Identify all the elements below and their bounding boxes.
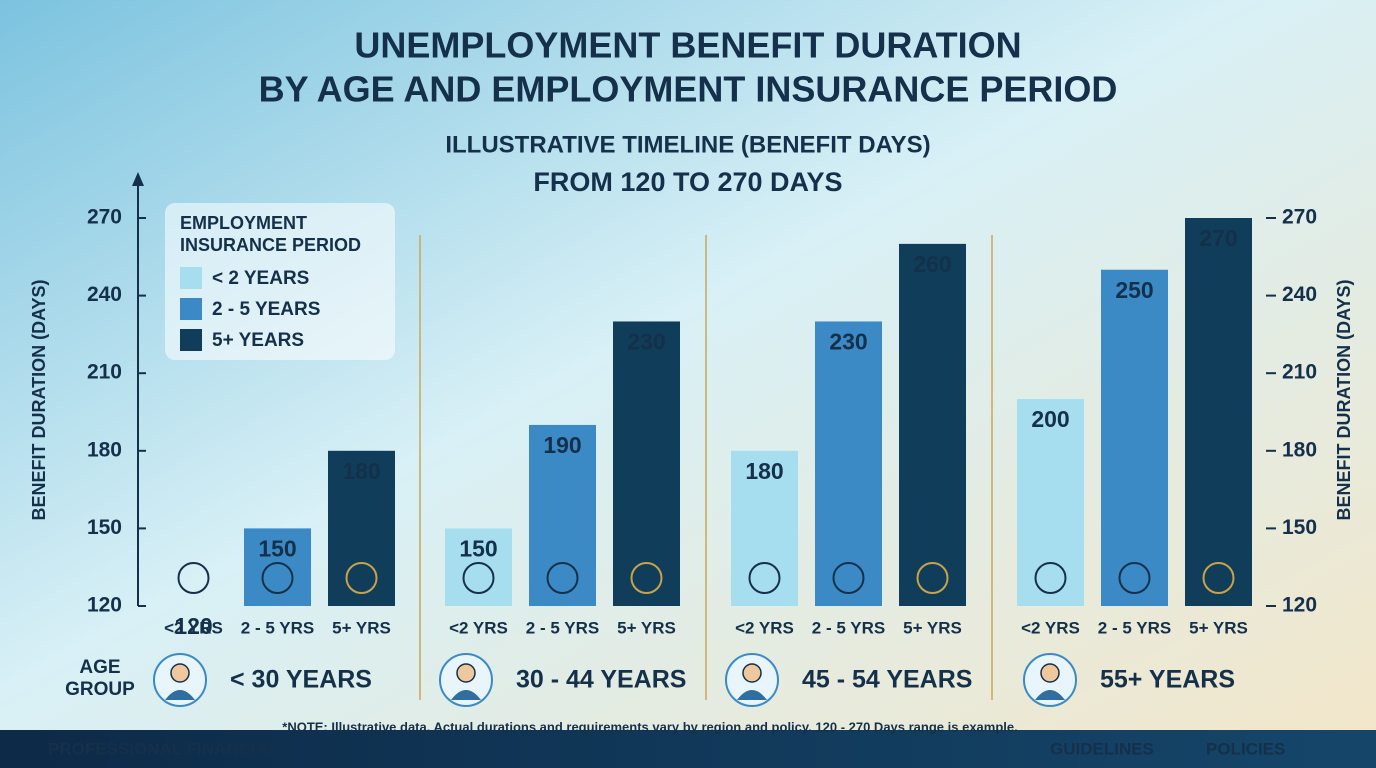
bar-icon	[546, 562, 579, 594]
avatar-body	[737, 690, 767, 700]
bar	[899, 243, 966, 606]
legend-box	[165, 203, 395, 360]
bar-label: <2 YRS	[735, 618, 794, 637]
x-axis-title: GROUP	[65, 679, 135, 700]
bar-label: 5+ YRS	[617, 618, 676, 637]
avatar-head	[456, 663, 476, 683]
data-label: 260	[913, 251, 951, 277]
y2-tick-label: 120	[1282, 594, 1317, 617]
bar-icon	[261, 562, 294, 594]
bar-icon	[1202, 562, 1235, 594]
bar	[328, 450, 395, 606]
bar-label: 5+ YRS	[1189, 618, 1248, 637]
legend-title: EMPLOYMENT	[180, 213, 307, 233]
chart-title: UNEMPLOYMENT BENEFIT DURATION	[354, 25, 1021, 66]
bar	[1185, 218, 1252, 606]
footer-link[interactable]: GUIDELINES	[1050, 739, 1154, 758]
y2-tick-label: 180	[1282, 438, 1317, 461]
chart-subtitle: ILLUSTRATIVE TIMELINE (BENEFIT DAYS)	[445, 131, 930, 158]
bar-icon	[748, 562, 781, 594]
bar-label: 2 - 5 YRS	[241, 618, 314, 637]
data-label: 200	[1031, 406, 1069, 432]
y2-tick-label: 240	[1282, 283, 1317, 306]
footer-link[interactable]: POLICIES	[1206, 739, 1285, 758]
legend-swatch	[180, 267, 202, 289]
bar	[1101, 269, 1168, 606]
avatar-head	[1040, 663, 1060, 683]
bar-label: <2 YRS	[449, 618, 508, 637]
y2-tick-label: 270	[1282, 206, 1317, 229]
bar	[1017, 399, 1084, 606]
avatar-body	[451, 690, 481, 700]
data-label: 180	[342, 458, 380, 484]
data-label: 230	[829, 329, 867, 355]
legend-swatch	[180, 329, 202, 351]
bar-icon	[832, 562, 865, 594]
bar	[731, 450, 798, 606]
bar-icon	[916, 562, 949, 594]
bar-label: <2 YRS	[1021, 618, 1080, 637]
y-tick-label: 240	[87, 283, 122, 306]
y2-tick-label: 210	[1282, 361, 1317, 384]
bar-label: 5+ YRS	[903, 618, 962, 637]
bar-icon	[1034, 562, 1067, 594]
avatar-head	[170, 663, 190, 683]
y-tick-label: 150	[87, 516, 122, 539]
data-label: 250	[1115, 277, 1153, 303]
y-tick-label: 270	[87, 206, 122, 229]
x-tick-label: 30 - 44 YEARS	[516, 666, 686, 694]
bar-icon	[345, 562, 378, 594]
bar	[613, 321, 680, 606]
data-label: 190	[543, 432, 581, 458]
bar	[529, 424, 596, 606]
bar-label: 5+ YRS	[332, 618, 391, 637]
footer-brand: PROFESSIONAL FINANCIAL	[48, 739, 278, 758]
y-axis-title: BENEFIT DURATION (DAYS)	[29, 279, 49, 520]
chart-subtitle: FROM 120 TO 270 DAYS	[533, 167, 842, 197]
bar-label: 2 - 5 YRS	[526, 618, 599, 637]
x-axis-title: AGE	[79, 657, 120, 678]
data-label: 180	[745, 458, 783, 484]
y-tick-label: 210	[87, 361, 122, 384]
avatar-head	[742, 663, 762, 683]
chart-title: BY AGE AND EMPLOYMENT INSURANCE PERIOD	[259, 69, 1118, 110]
note: *NOTE: Illustrative data. Actual duratio…	[282, 719, 1017, 734]
avatar-body	[1035, 690, 1065, 700]
bar	[815, 321, 882, 606]
data-label: 150	[258, 535, 296, 561]
bar-icon	[1118, 562, 1151, 594]
bar-icon	[630, 562, 663, 594]
bar-label: 2 - 5 YRS	[1098, 618, 1171, 637]
legend-label: 2 - 5 YEARS	[212, 299, 320, 320]
x-tick-label: 45 - 54 YEARS	[802, 666, 972, 694]
legend-swatch	[180, 298, 202, 320]
data-label: 230	[627, 329, 665, 355]
legend-title: INSURANCE PERIOD	[180, 235, 361, 255]
legend-label: < 2 YEARS	[212, 268, 309, 289]
x-tick-label: 55+ YEARS	[1100, 666, 1235, 694]
bar-icon	[177, 562, 210, 594]
footer-band	[0, 730, 1376, 768]
y-tick-label: 120	[87, 594, 122, 617]
avatar-body	[165, 690, 195, 700]
y-axis-arrow	[132, 172, 144, 186]
x-tick-label: < 30 YEARS	[230, 666, 372, 694]
y2-tick-label: 150	[1282, 516, 1317, 539]
legend-label: 5+ YEARS	[212, 330, 304, 351]
y-tick-label: 180	[87, 438, 122, 461]
data-label: 270	[1199, 225, 1237, 251]
data-label: 150	[459, 535, 497, 561]
y2-axis-title: BENEFIT DURATION (DAYS)	[1334, 279, 1354, 520]
bar-icon	[462, 562, 495, 594]
bar-label: 2 - 5 YRS	[812, 618, 885, 637]
bar-label: <2 YRS	[164, 618, 223, 637]
data-label: 120	[174, 613, 212, 639]
